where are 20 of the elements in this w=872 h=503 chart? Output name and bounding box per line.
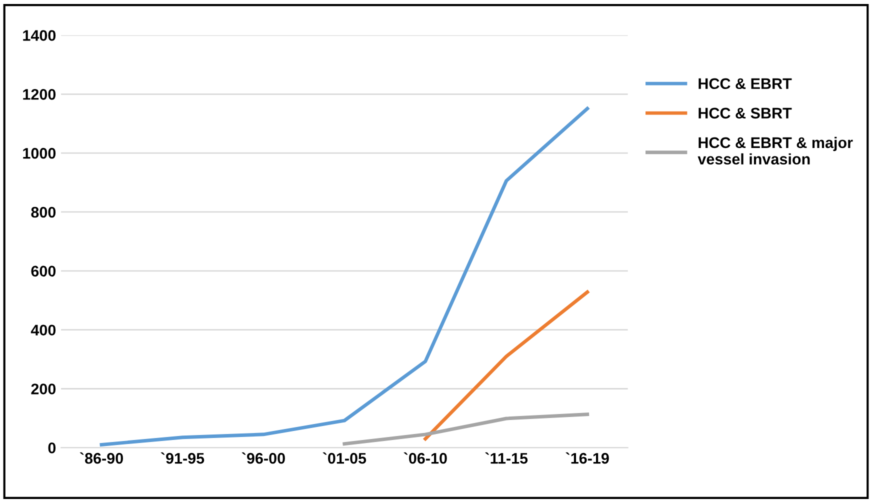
y-tick-label: 600 (31, 266, 56, 277)
x-tick-label: `11-15 (485, 452, 528, 464)
line-series (342, 412, 590, 446)
legend-label: HCC & EBRT (698, 78, 792, 90)
y-tick-label: 400 (30, 324, 56, 336)
y-tick-label: 200 (31, 384, 56, 394)
y-tick-label: 1200 (23, 89, 56, 100)
y-tick-label: 0 (48, 442, 56, 454)
y-tick-label: 1400 (23, 30, 56, 41)
x-tick-label: `01-05 (322, 452, 366, 464)
x-tick-label: `86-90 (80, 452, 123, 464)
legend-label: HCC & SBRT (698, 108, 792, 119)
x-tick-label: `06-10 (404, 452, 447, 464)
legend-label: HCC & EBRT & major vessel invasion (698, 136, 853, 165)
y-tick-label: 800 (31, 206, 56, 218)
x-tick-label: `16-19 (566, 452, 609, 464)
x-tick-label: `91-95 (160, 452, 204, 464)
y-tick-label: 1000 (23, 148, 56, 159)
x-tick-label: `96-00 (242, 452, 285, 464)
line-series (100, 106, 590, 446)
